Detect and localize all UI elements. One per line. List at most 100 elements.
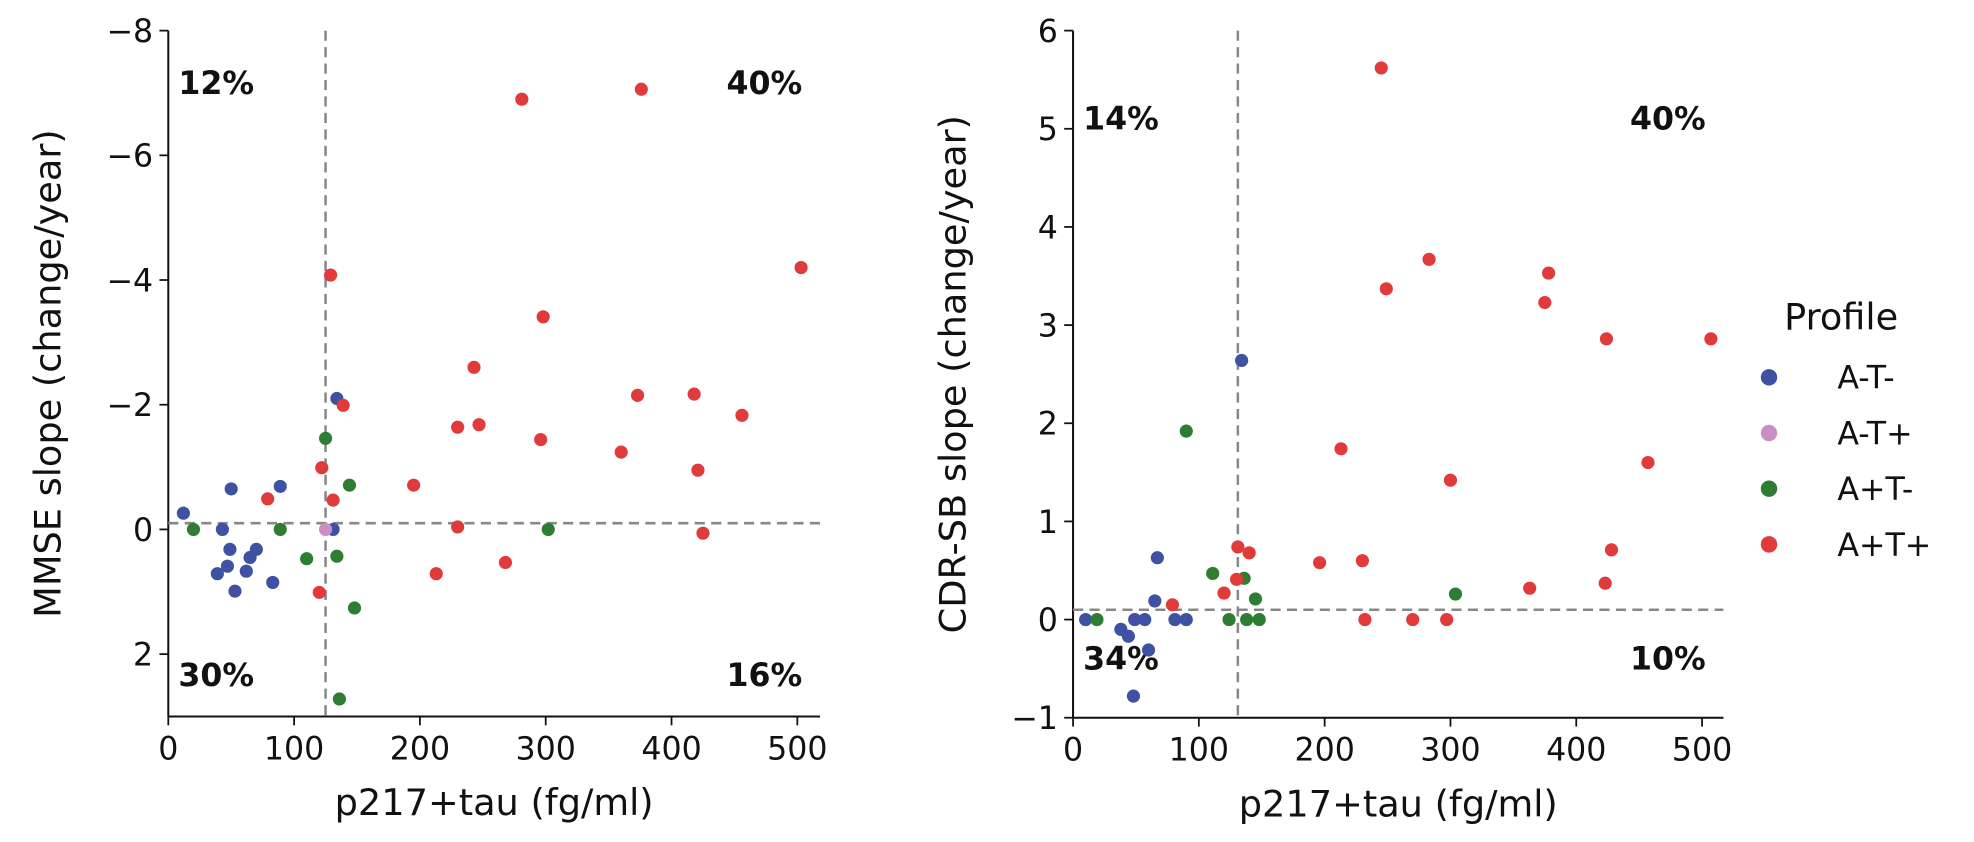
point bbox=[515, 92, 529, 106]
point bbox=[273, 479, 287, 493]
point bbox=[223, 542, 237, 556]
quadrant-label: 40% bbox=[727, 66, 803, 102]
point bbox=[1150, 551, 1164, 565]
point bbox=[1128, 612, 1142, 627]
x-tick-label: 300 bbox=[516, 731, 576, 767]
point bbox=[534, 433, 548, 447]
y-tick-label: −2 bbox=[106, 388, 153, 424]
point bbox=[220, 559, 235, 573]
point bbox=[1379, 282, 1393, 296]
point bbox=[315, 461, 329, 475]
point bbox=[1165, 598, 1180, 612]
point bbox=[332, 692, 346, 706]
point bbox=[407, 478, 421, 492]
point bbox=[318, 431, 333, 445]
y-axis-label: MMSE slope (change/year) bbox=[27, 129, 70, 618]
point bbox=[312, 585, 326, 599]
legend-marker bbox=[1760, 536, 1778, 553]
point bbox=[1231, 540, 1245, 554]
point bbox=[634, 82, 648, 96]
quadrant-label: 30% bbox=[178, 658, 254, 694]
quadrant-label: 16% bbox=[727, 658, 803, 694]
y-tick-label: −1 bbox=[1011, 701, 1058, 737]
quadrant-label: 12% bbox=[178, 66, 254, 102]
point bbox=[1090, 612, 1104, 627]
point bbox=[429, 567, 443, 581]
x-tick-label: 100 bbox=[1169, 733, 1229, 769]
point bbox=[347, 601, 362, 615]
point bbox=[794, 260, 808, 275]
point bbox=[1448, 587, 1463, 601]
point bbox=[691, 463, 705, 477]
point bbox=[318, 522, 333, 537]
point bbox=[1252, 612, 1266, 627]
point bbox=[186, 522, 201, 537]
point bbox=[1598, 576, 1612, 590]
y-tick-label: −6 bbox=[106, 139, 153, 175]
point bbox=[1138, 612, 1152, 627]
legend-marker bbox=[1760, 424, 1778, 442]
point bbox=[1217, 586, 1231, 600]
point bbox=[614, 445, 628, 459]
x-axis-label: p217+tau (fg/ml) bbox=[335, 781, 654, 824]
point bbox=[228, 584, 242, 598]
point bbox=[1358, 612, 1372, 627]
point bbox=[1242, 546, 1256, 560]
point bbox=[451, 420, 465, 434]
point bbox=[1141, 643, 1156, 657]
point bbox=[1440, 612, 1454, 627]
point bbox=[735, 408, 749, 422]
point bbox=[239, 564, 253, 578]
point bbox=[300, 552, 314, 566]
legend-marker bbox=[1760, 369, 1778, 386]
point bbox=[336, 398, 350, 412]
x-tick-label: 500 bbox=[767, 731, 827, 767]
x-tick-label: 200 bbox=[390, 731, 450, 767]
legend-label: A-T- bbox=[1837, 361, 1894, 397]
point bbox=[224, 482, 238, 496]
point bbox=[1704, 332, 1718, 346]
y-tick-label: 0 bbox=[1038, 603, 1058, 639]
x-tick-label: 0 bbox=[1063, 733, 1083, 769]
y-tick-label: −4 bbox=[106, 263, 153, 299]
point bbox=[261, 492, 275, 506]
x-tick-label: 300 bbox=[1420, 733, 1480, 769]
point bbox=[210, 567, 224, 581]
point bbox=[1538, 295, 1552, 310]
point bbox=[630, 388, 645, 402]
point bbox=[176, 506, 190, 520]
point bbox=[249, 542, 263, 556]
point bbox=[1206, 566, 1220, 581]
point bbox=[1168, 612, 1182, 627]
x-tick-label: 0 bbox=[158, 731, 178, 767]
point bbox=[1179, 612, 1193, 627]
point bbox=[451, 520, 465, 534]
point bbox=[1248, 592, 1263, 606]
point bbox=[1126, 689, 1141, 703]
point bbox=[1148, 594, 1162, 608]
point bbox=[1523, 581, 1537, 595]
point bbox=[1179, 424, 1193, 438]
point bbox=[1604, 543, 1619, 557]
point bbox=[1374, 61, 1388, 75]
point bbox=[541, 522, 555, 537]
y-axis-label: CDR-SB slope (change/year) bbox=[931, 115, 974, 633]
point bbox=[1313, 556, 1327, 570]
y-tick-label: 0 bbox=[133, 513, 153, 549]
point bbox=[1079, 612, 1093, 627]
quadrant-label: 10% bbox=[1630, 642, 1706, 678]
x-tick-label: 400 bbox=[1546, 733, 1606, 769]
legend-label: A+T+ bbox=[1837, 528, 1931, 564]
legend-title: Profile bbox=[1784, 295, 1898, 338]
point bbox=[498, 555, 513, 570]
point bbox=[1235, 353, 1249, 368]
point bbox=[1355, 554, 1369, 568]
y-tick-label: 1 bbox=[1038, 505, 1058, 541]
point bbox=[1406, 612, 1420, 627]
point bbox=[1599, 332, 1614, 346]
point bbox=[1240, 612, 1254, 627]
point bbox=[1443, 473, 1458, 487]
point bbox=[1222, 612, 1236, 627]
point bbox=[1542, 266, 1556, 280]
